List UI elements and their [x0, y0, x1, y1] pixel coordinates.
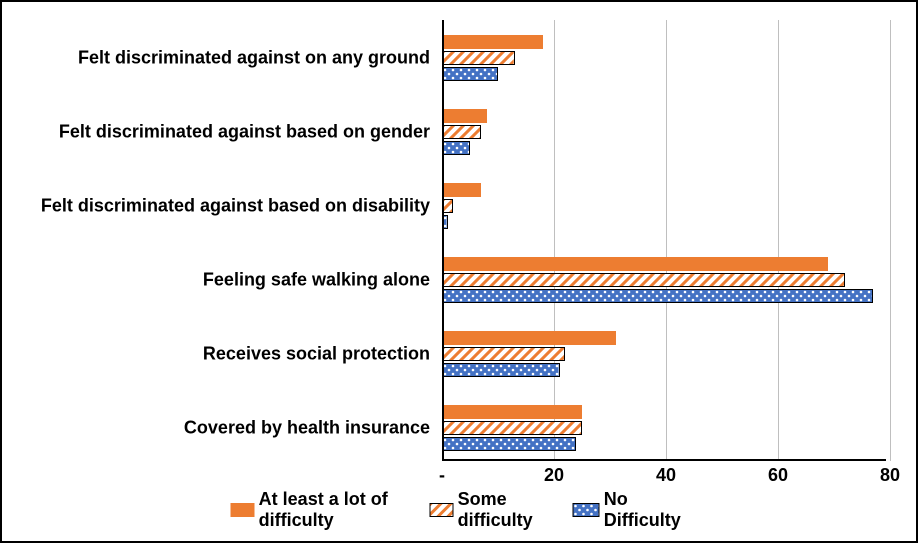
bar [442, 405, 582, 419]
bar [442, 257, 828, 271]
category-label: Covered by health insurance [10, 417, 430, 438]
bar [442, 363, 560, 377]
legend-item-series-1: Some difficulty [430, 489, 547, 531]
bars-layer [442, 20, 886, 461]
bar [442, 437, 576, 451]
y-axis-line [442, 20, 444, 461]
x-tick-label: 80 [880, 465, 900, 486]
x-axis-line [442, 459, 886, 461]
gridline [890, 20, 891, 461]
category-label: Felt discriminated against based on disa… [10, 195, 430, 216]
bar [442, 347, 565, 361]
category-label: Felt discriminated against on any ground [10, 47, 430, 68]
bar [442, 125, 481, 139]
bar [442, 51, 515, 65]
category-label: Receives social protection [10, 343, 430, 364]
x-tick-label: 60 [768, 465, 788, 486]
legend-item-series-0: At least a lot of difficulty [231, 489, 404, 531]
legend-label: At least a lot of difficulty [259, 489, 404, 531]
category-label: Feeling safe walking alone [10, 269, 430, 290]
legend-swatch-diag [430, 503, 454, 517]
bar [442, 289, 873, 303]
legend-swatch-solid [231, 503, 255, 517]
bar [442, 109, 487, 123]
x-tick-label: - [439, 465, 445, 486]
x-tick-label: 40 [656, 465, 676, 486]
bar [442, 331, 616, 345]
legend-label: Some difficulty [458, 489, 547, 531]
plot-area: -20406080 [442, 20, 886, 461]
bar [442, 35, 543, 49]
legend-item-series-2: No Difficulty [573, 489, 688, 531]
category-label: Felt discriminated against based on gend… [10, 121, 430, 142]
legend: At least a lot of difficulty Some diffic… [231, 489, 688, 531]
bar [442, 183, 481, 197]
x-tick-label: 20 [544, 465, 564, 486]
chart-frame: Felt discriminated against on any ground… [0, 0, 918, 543]
legend-label: No Difficulty [604, 489, 688, 531]
bar [442, 421, 582, 435]
bar [442, 273, 845, 287]
legend-swatch-dots [573, 503, 600, 517]
bar [442, 141, 470, 155]
bar [442, 67, 498, 81]
